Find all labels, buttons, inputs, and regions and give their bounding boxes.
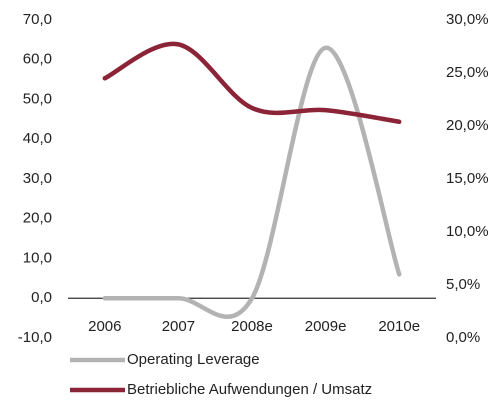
y-tick-label: 10,0: [23, 249, 52, 266]
y-tick-label: 60,0: [23, 51, 52, 68]
y-tick-label: 20,0: [23, 210, 52, 227]
x-tick-label: 2006: [88, 318, 121, 335]
y-tick-label: 30,0: [23, 170, 52, 187]
y-tick-label: 70,0: [23, 11, 52, 28]
y-tick-label: -10,0: [18, 329, 52, 346]
x-tick-label: 2008e: [231, 318, 273, 335]
y-tick-label: 40,0: [23, 130, 52, 147]
y2-tick-label: 30,0%: [446, 11, 489, 28]
y2-tick-label: 0,0%: [446, 329, 480, 346]
y2-tick-label: 15,0%: [446, 170, 489, 187]
x-tick-label: 2009e: [305, 318, 347, 335]
legend-label: Betriebliche Aufwendungen / Umsatz: [127, 381, 372, 398]
y2-tick-label: 20,0%: [446, 117, 489, 134]
y-tick-label: 50,0: [23, 90, 52, 107]
y-tick-label: 0,0: [31, 289, 52, 306]
series-line: [102, 41, 402, 125]
y2-tick-label: 5,0%: [446, 276, 480, 293]
x-tick-label: 2010e: [378, 318, 420, 335]
y2-tick-label: 10,0%: [446, 223, 489, 240]
series-line: [102, 45, 402, 320]
y2-tick-label: 25,0%: [446, 64, 489, 81]
x-tick-label: 2007: [162, 318, 195, 335]
legend-label: Operating Leverage: [127, 351, 260, 368]
